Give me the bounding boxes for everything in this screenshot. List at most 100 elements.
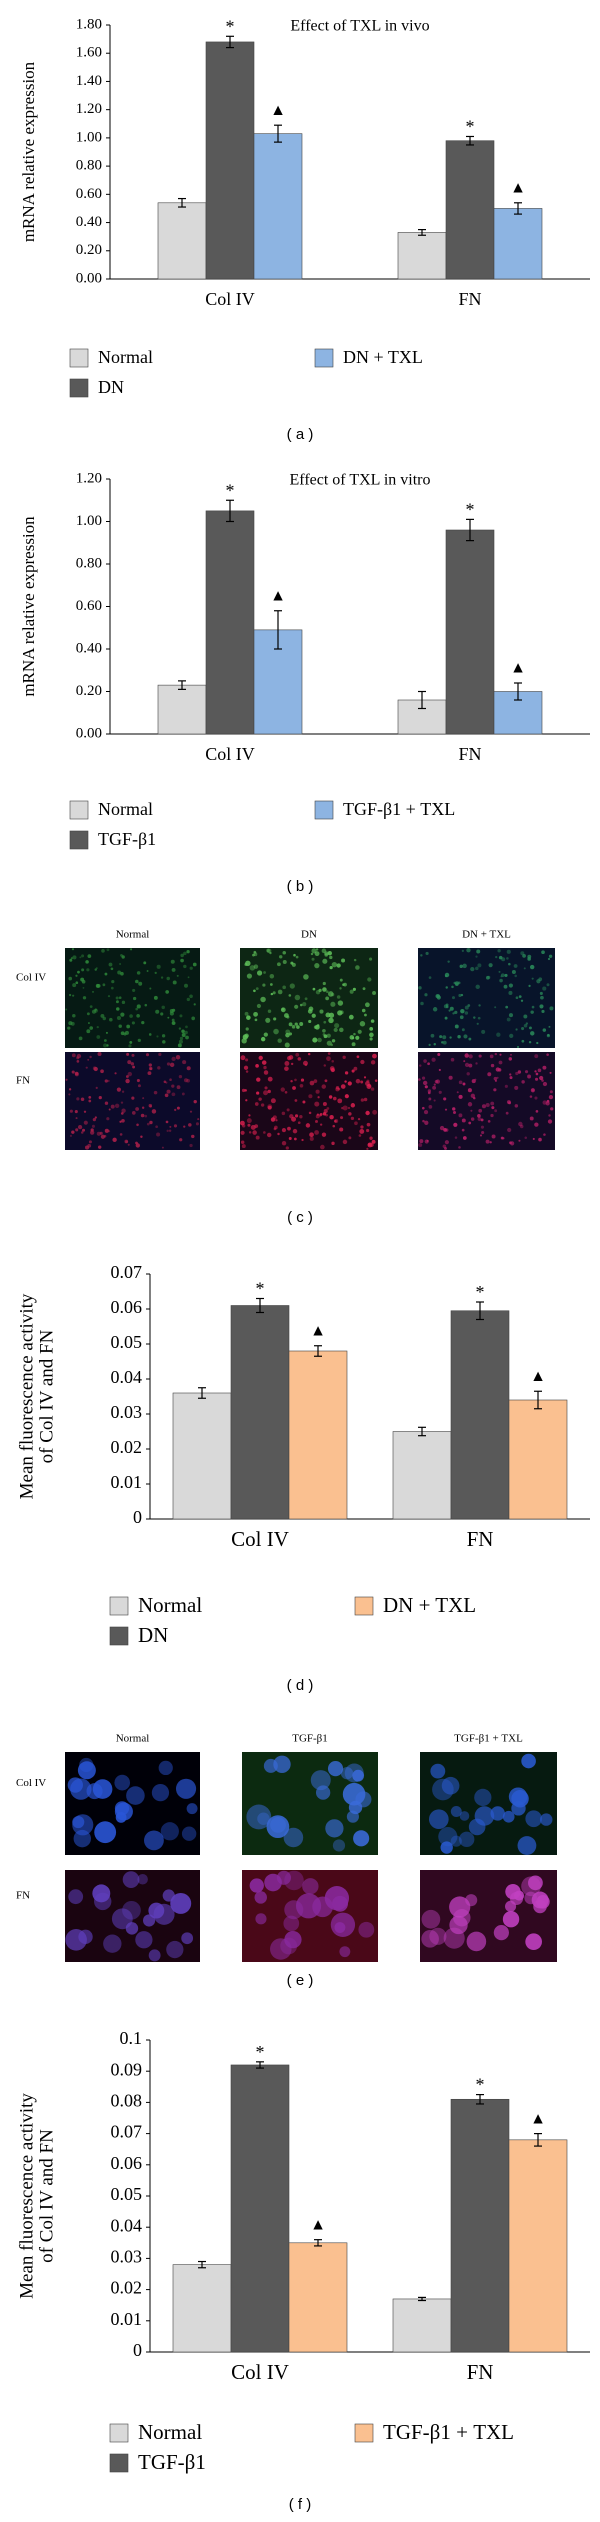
micrograph-speck (505, 1111, 509, 1115)
micrograph-speck (356, 1055, 360, 1059)
micrograph-speck (128, 1044, 132, 1048)
micrograph-speck (339, 1127, 344, 1132)
micrograph-speck (546, 983, 550, 987)
micrograph-speck (549, 1090, 553, 1094)
micrograph-speck (70, 1021, 75, 1026)
micrograph-background (65, 1052, 200, 1150)
error-bar (514, 682, 522, 701)
micrograph-speck (170, 1892, 192, 1914)
micrograph-speck (502, 1911, 520, 1928)
micrograph-speck (77, 1761, 96, 1780)
micrograph-speck (453, 1122, 458, 1127)
micrograph-speck (545, 1101, 550, 1106)
micrograph-speck (85, 1066, 88, 1069)
micrograph-speck (509, 1073, 512, 1076)
micrograph-speck (313, 1079, 318, 1083)
micrograph-speck (342, 1105, 348, 1111)
micrograph-speck (240, 1055, 246, 1061)
micrograph-speck (120, 1012, 125, 1017)
micrograph-speck (330, 1001, 336, 1007)
micrograph-speck (518, 1121, 523, 1127)
micrograph-speck (287, 1056, 292, 1061)
micrograph-speck (121, 1000, 126, 1005)
micrograph-speck (508, 1013, 514, 1018)
micrograph-speck (467, 1004, 471, 1007)
micrograph-speck (119, 1120, 122, 1123)
micrograph-speck (269, 951, 272, 955)
micrograph-speck (534, 1122, 539, 1127)
micrograph-speck (493, 1088, 497, 1092)
micrograph-speck (136, 1123, 139, 1127)
micrograph-speck (454, 1010, 458, 1015)
micrograph-speck (165, 1120, 169, 1124)
y-tick-label: 0.07 (111, 1262, 143, 1282)
x-tick-label: Col IV (205, 744, 255, 764)
micrograph-speck (464, 1053, 469, 1058)
y-tick-label: 0.00 (76, 725, 102, 741)
micrograph-speck (257, 1812, 270, 1825)
bar (230, 1305, 290, 1520)
micrograph-speck (497, 949, 501, 953)
micrograph-speck (299, 1115, 303, 1119)
micrograph-speck (419, 1139, 424, 1144)
micrograph-speck (506, 957, 509, 960)
legend-swatch (109, 1596, 129, 1616)
micrograph-speck (433, 1099, 436, 1102)
micrograph-speck (72, 994, 75, 997)
micrograph-speck (521, 1027, 525, 1031)
micrograph-speck (494, 1052, 498, 1056)
micrograph-speck (177, 1043, 182, 1048)
micrograph-speck (370, 1060, 376, 1065)
y-tick-label: 0.02 (111, 2278, 143, 2298)
micrograph-speck (549, 1071, 552, 1074)
micrograph-speck (242, 1124, 246, 1128)
micrograph-speck (178, 1039, 183, 1044)
micrograph-speck (245, 1058, 249, 1062)
micrograph-speck (418, 1078, 421, 1081)
micrograph (65, 1052, 200, 1150)
micrograph-speck (191, 1134, 195, 1139)
micrograph-speck (428, 976, 432, 979)
micrograph-speck (277, 1038, 282, 1043)
micrograph-speck (100, 1069, 104, 1074)
micrograph-speck (328, 1017, 334, 1024)
micrograph-speck (280, 1007, 286, 1013)
micrograph-speck (328, 991, 334, 997)
micrograph-speck (329, 965, 333, 970)
micrograph-speck (433, 1043, 436, 1046)
micrograph-speck (470, 1109, 473, 1112)
micrograph-speck (302, 1878, 319, 1895)
micrograph-speck (515, 1071, 519, 1076)
micrograph-speck (75, 1117, 78, 1120)
y-tick-label: 0.09 (111, 2059, 143, 2079)
micrograph-speck (541, 1009, 545, 1014)
bar (397, 232, 447, 280)
micrograph-speck (135, 1007, 138, 1011)
micrograph-speck (69, 958, 73, 962)
micrograph-speck (126, 1024, 131, 1029)
micrograph-speck (267, 1104, 273, 1110)
micrograph-speck (538, 1137, 542, 1142)
micrograph-speck (181, 1033, 186, 1037)
micrograph-speck (252, 1130, 257, 1135)
micrograph-speck (246, 1118, 252, 1124)
micrograph-speck (357, 1029, 362, 1034)
micrograph-speck (153, 1090, 158, 1095)
micrograph-speck (372, 1053, 377, 1059)
micrograph-speck (74, 1072, 79, 1077)
micrograph-speck (466, 1931, 487, 1952)
micrograph-speck (509, 1076, 513, 1080)
micrograph-speck (254, 1891, 267, 1904)
micrograph-speck (547, 1119, 553, 1124)
significance-marker: * (466, 117, 475, 137)
micrograph-speck (360, 1098, 365, 1102)
micrograph-speck (249, 1878, 264, 1893)
micrograph-speck (273, 1127, 277, 1131)
micrograph-speck (260, 1103, 265, 1107)
legend-swatch (314, 800, 334, 820)
micrograph-speck (370, 1019, 375, 1023)
micrograph-speck (302, 1100, 306, 1104)
micrograph-speck (87, 1143, 92, 1148)
micrograph-speck (272, 1115, 277, 1120)
micrograph-speck (485, 1139, 490, 1144)
